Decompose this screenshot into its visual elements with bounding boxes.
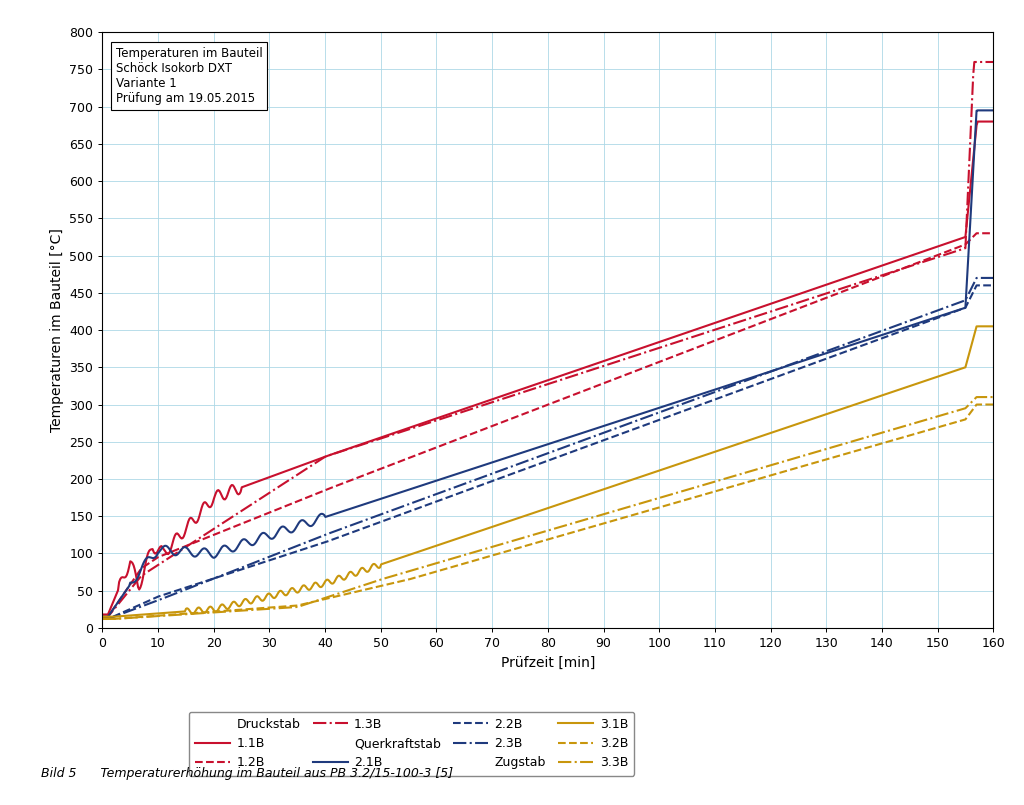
X-axis label: Prüfzeit [min]: Prüfzeit [min] bbox=[501, 655, 595, 670]
Text: Bild 5      Temperaturerhöhung im Bauteil aus PB 3.2/15-100-3 [5]: Bild 5 Temperaturerhöhung im Bauteil aus… bbox=[41, 767, 453, 780]
Text: Temperaturen im Bauteil
Schöck Isokorb DXT
Variante 1
Prüfung am 19.05.2015: Temperaturen im Bauteil Schöck Isokorb D… bbox=[116, 47, 262, 105]
Legend: Druckstab, 1.1B, 1.2B, 1.3B, Querkraftstab, 2.1B, 2.2B, 2.3B, Zugstab, 3.1B, 3.2: Druckstab, 1.1B, 1.2B, 1.3B, Querkraftst… bbox=[188, 712, 634, 775]
Y-axis label: Temperaturen im Bauteil [°C]: Temperaturen im Bauteil [°C] bbox=[50, 228, 63, 432]
